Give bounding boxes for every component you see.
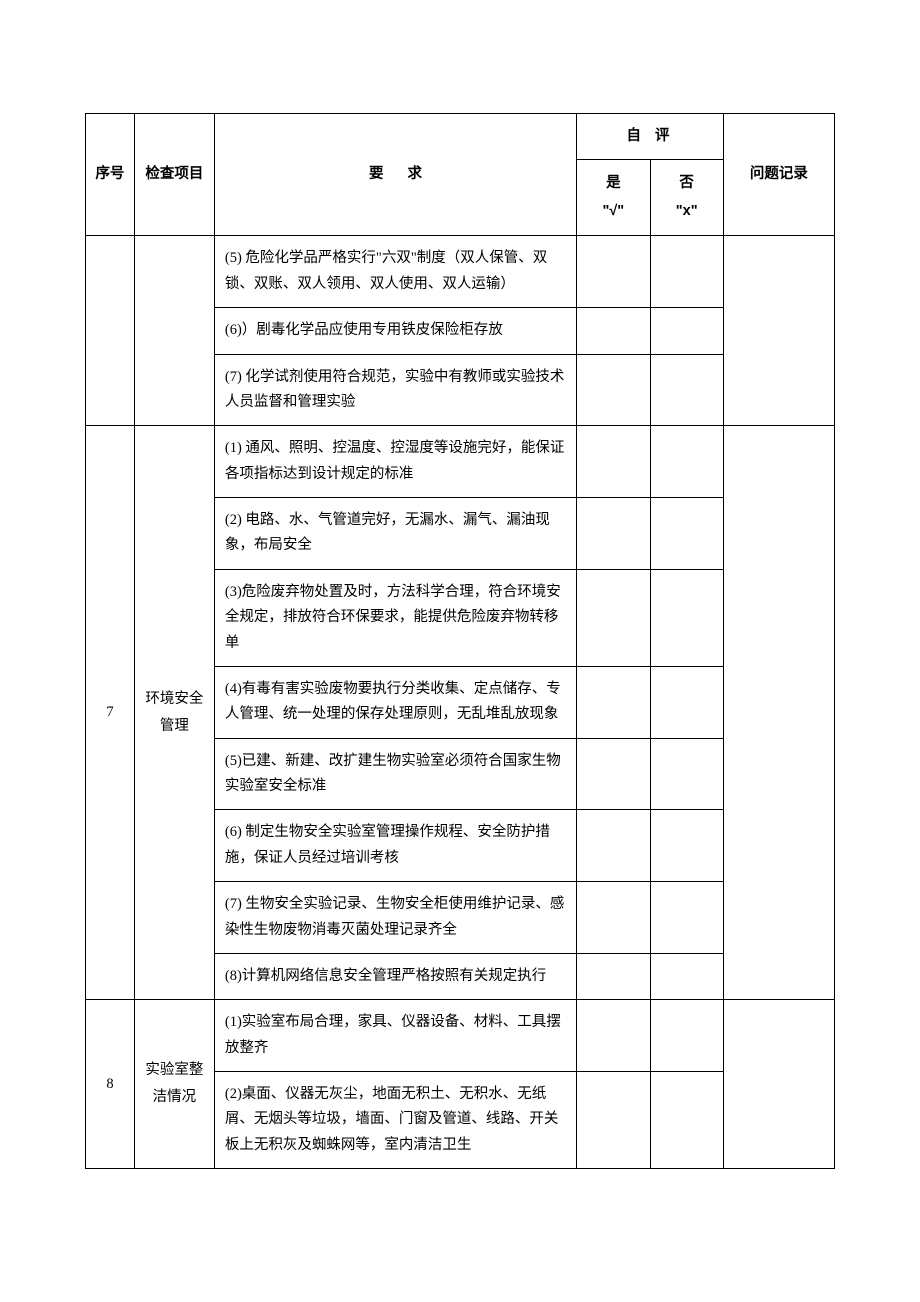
cell-no (650, 810, 723, 882)
cell-notes (723, 236, 834, 426)
no-label: 否 (679, 175, 694, 191)
cell-item (134, 236, 214, 426)
cell-yes (577, 1000, 650, 1072)
cell-yes (577, 953, 650, 999)
header-requirement: 要求 (214, 114, 576, 236)
table-body: (5) 危险化学品严格实行"六双"制度（双人保管、双锁、双账、双人领用、双人使用… (86, 236, 835, 1169)
cell-yes (577, 1072, 650, 1169)
cell-no (650, 354, 723, 426)
yes-label: 是 (606, 175, 621, 191)
cell-requirement: (3)危险废弃物处置及时，方法科学合理，符合环境安全规定，排放符合环保要求，能提… (214, 569, 576, 666)
cell-requirement: (1) 通风、照明、控温度、控湿度等设施完好，能保证各项指标达到设计规定的标准 (214, 426, 576, 498)
inspection-table: 序号 检查项目 要求 自评 问题记录 是 "√" 否 "x" (5) 危险化学品… (85, 113, 835, 1169)
table-row: 8实验室整洁情况(1)实验室布局合理，家具、仪器设备、材料、工具摆放整齐 (86, 1000, 835, 1072)
cell-yes (577, 308, 650, 354)
table-header: 序号 检查项目 要求 自评 问题记录 是 "√" 否 "x" (86, 114, 835, 236)
header-seq: 序号 (86, 114, 135, 236)
cell-yes (577, 569, 650, 666)
cell-requirement: (2) 电路、水、气管道完好，无漏水、漏气、漏油现象，布局安全 (214, 498, 576, 570)
no-symbol: "x" (676, 203, 698, 219)
cell-no (650, 666, 723, 738)
cell-requirement: (5) 危险化学品严格实行"六双"制度（双人保管、双锁、双账、双人领用、双人使用… (214, 236, 576, 308)
cell-yes (577, 236, 650, 308)
cell-no (650, 1072, 723, 1169)
cell-seq: 8 (86, 1000, 135, 1169)
cell-requirement: (6) 制定生物安全实验室管理操作规程、安全防护措施，保证人员经过培训考核 (214, 810, 576, 882)
cell-yes (577, 882, 650, 954)
cell-yes (577, 426, 650, 498)
header-item: 检查项目 (134, 114, 214, 236)
cell-no (650, 569, 723, 666)
cell-requirement: (1)实验室布局合理，家具、仪器设备、材料、工具摆放整齐 (214, 1000, 576, 1072)
cell-no (650, 953, 723, 999)
cell-notes (723, 426, 834, 1000)
yes-symbol: "√" (602, 203, 624, 219)
cell-no (650, 1000, 723, 1072)
cell-yes (577, 810, 650, 882)
cell-yes (577, 666, 650, 738)
header-no: 否 "x" (650, 160, 723, 236)
header-yes: 是 "√" (577, 160, 650, 236)
table-row: 7环境安全管理(1) 通风、照明、控温度、控湿度等设施完好，能保证各项指标达到设… (86, 426, 835, 498)
header-selfeval: 自评 (577, 114, 724, 160)
cell-no (650, 308, 723, 354)
cell-requirement: (2)桌面、仪器无灰尘，地面无积土、无积水、无纸屑、无烟头等垃圾，墙面、门窗及管… (214, 1072, 576, 1169)
cell-no (650, 498, 723, 570)
cell-yes (577, 354, 650, 426)
cell-item: 实验室整洁情况 (134, 1000, 214, 1169)
cell-item: 环境安全管理 (134, 426, 214, 1000)
cell-seq (86, 236, 135, 426)
cell-no (650, 236, 723, 308)
cell-seq: 7 (86, 426, 135, 1000)
cell-no (650, 426, 723, 498)
cell-requirement: (8)计算机网络信息安全管理严格按照有关规定执行 (214, 953, 576, 999)
cell-requirement: (7) 化学试剂使用符合规范，实验中有教师或实验技术人员监督和管理实验 (214, 354, 576, 426)
cell-no (650, 882, 723, 954)
table-row: (5) 危险化学品严格实行"六双"制度（双人保管、双锁、双账、双人领用、双人使用… (86, 236, 835, 308)
cell-notes (723, 1000, 834, 1169)
cell-yes (577, 738, 650, 810)
cell-yes (577, 498, 650, 570)
header-notes: 问题记录 (723, 114, 834, 236)
cell-no (650, 738, 723, 810)
cell-requirement: (5)已建、新建、改扩建生物实验室必须符合国家生物实验室安全标准 (214, 738, 576, 810)
cell-requirement: (6)）剧毒化学品应使用专用铁皮保险柜存放 (214, 308, 576, 354)
cell-requirement: (7) 生物安全实验记录、生物安全柜使用维护记录、感染性生物废物消毒灭菌处理记录… (214, 882, 576, 954)
cell-requirement: (4)有毒有害实验废物要执行分类收集、定点储存、专人管理、统一处理的保存处理原则… (214, 666, 576, 738)
